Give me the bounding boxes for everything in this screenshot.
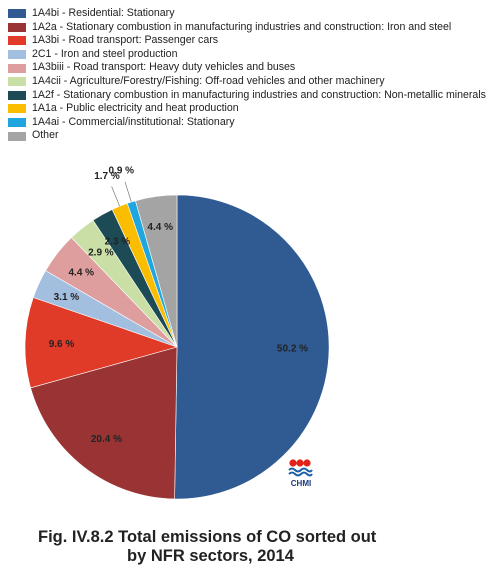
legend-item: 1A4ai - Commercial/institutional: Statio… bbox=[8, 116, 502, 130]
data-label: 50.2 % bbox=[277, 343, 308, 354]
legend-label: 2C1 - Iron and steel production bbox=[32, 47, 178, 60]
pie-slice bbox=[135, 194, 178, 348]
legend-label: 1A4cii - Agriculture/Forestry/Fishing: O… bbox=[32, 74, 385, 87]
legend-swatch bbox=[8, 22, 26, 32]
data-label: 2.9 % bbox=[88, 248, 114, 259]
legend-swatch bbox=[8, 50, 26, 60]
legend-swatch bbox=[8, 90, 26, 100]
legend-item: 1A2f - Stationary combustion in manufact… bbox=[8, 89, 502, 103]
caption-line-2: by NFR sectors, 2014 bbox=[127, 547, 294, 565]
pie-slice bbox=[30, 346, 178, 500]
legend-label: 1A2f - Stationary combustion in manufact… bbox=[32, 88, 486, 101]
pie-slice bbox=[24, 297, 179, 389]
legend-label: Other bbox=[32, 129, 59, 142]
legend-item: Other bbox=[8, 129, 502, 143]
legend-label: 1A2a - Stationary combustion in manufact… bbox=[32, 20, 452, 33]
legend-item: 1A3biii - Road transport: Heavy duty veh… bbox=[8, 61, 502, 75]
legend-item: 1A4cii - Agriculture/Forestry/Fishing: O… bbox=[8, 75, 502, 89]
legend-label: 1A3biii - Road transport: Heavy duty veh… bbox=[32, 61, 296, 74]
legend-item: 2C1 - Iron and steel production bbox=[8, 48, 502, 62]
figure-caption: Fig. IV.8.2 Total emissions of CO sorted… bbox=[38, 528, 376, 566]
legend-swatch bbox=[8, 36, 26, 46]
legend-label: 1A4ai - Commercial/institutional: Statio… bbox=[32, 115, 235, 128]
legend-swatch bbox=[8, 9, 26, 19]
data-label: 1.7 % bbox=[94, 171, 120, 182]
data-label: 2.3 % bbox=[105, 237, 131, 248]
data-label: 4.4 % bbox=[147, 222, 173, 233]
legend-swatch bbox=[8, 104, 26, 114]
label-leader-line bbox=[124, 181, 132, 203]
legend-label: 1A4bi - Residential: Stationary bbox=[32, 7, 175, 19]
logo-text: CHMI bbox=[291, 479, 311, 488]
legend-item: 1A1a - Public electricity and heat produ… bbox=[8, 102, 502, 116]
legend-item: 1A4bi - Residential: Stationary bbox=[8, 7, 502, 21]
chmi-logo: CHMI bbox=[282, 458, 322, 490]
legend-swatch bbox=[8, 77, 26, 87]
chmi-logo-icon: CHMI bbox=[288, 459, 313, 488]
data-label: 0.9 % bbox=[109, 166, 135, 177]
pie-slice bbox=[174, 194, 330, 500]
data-label: 3.1 % bbox=[54, 292, 80, 303]
legend-item: 1A3bi - Road transport: Passenger cars bbox=[8, 34, 502, 48]
chart-legend: 1A4bi - Residential: Stationary 1A2a - St… bbox=[8, 7, 502, 143]
label-leader-line bbox=[111, 186, 120, 207]
legend-item: 1A2a - Stationary combustion in manufact… bbox=[8, 21, 502, 35]
data-label: 20.4 % bbox=[91, 434, 122, 445]
legend-label: 1A1a - Public electricity and heat produ… bbox=[32, 102, 239, 115]
data-label: 9.6 % bbox=[49, 339, 75, 350]
legend-swatch bbox=[8, 63, 26, 73]
caption-line-1: Fig. IV.8.2 Total emissions of CO sorted… bbox=[38, 528, 377, 546]
legend-swatch bbox=[8, 131, 26, 141]
data-label: 4.4 % bbox=[69, 268, 95, 279]
legend-label: 1A3bi - Road transport: Passenger cars bbox=[32, 34, 219, 47]
legend-swatch bbox=[8, 118, 26, 128]
pie-chart: 50.2 % 20.4 % 9.6 % 3.1 % 4.4 % 2.9 %2.3 % 1.7… bbox=[24, 166, 330, 500]
